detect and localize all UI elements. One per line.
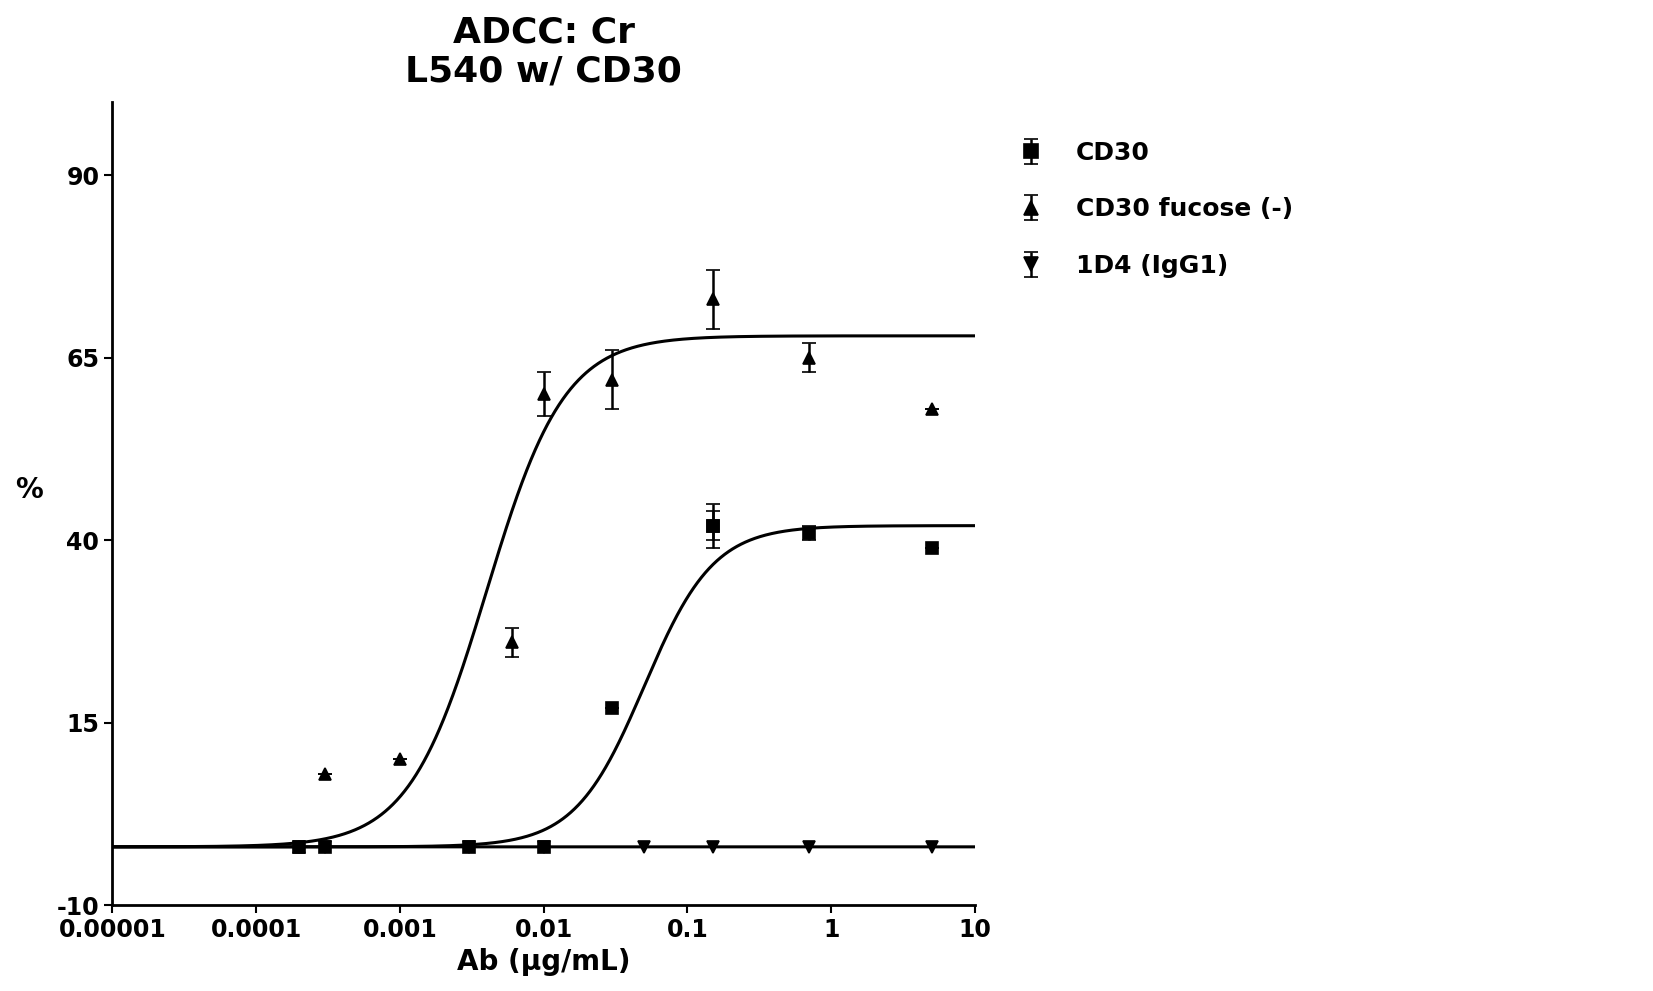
- Title: ADCC: Cr
L540 w/ CD30: ADCC: Cr L540 w/ CD30: [405, 15, 683, 88]
- Y-axis label: %: %: [15, 476, 43, 503]
- X-axis label: Ab (μg/mL): Ab (μg/mL): [456, 948, 630, 976]
- Legend: CD30, CD30 fucose (-), 1D4 (IgG1): CD30, CD30 fucose (-), 1D4 (IgG1): [997, 131, 1303, 287]
